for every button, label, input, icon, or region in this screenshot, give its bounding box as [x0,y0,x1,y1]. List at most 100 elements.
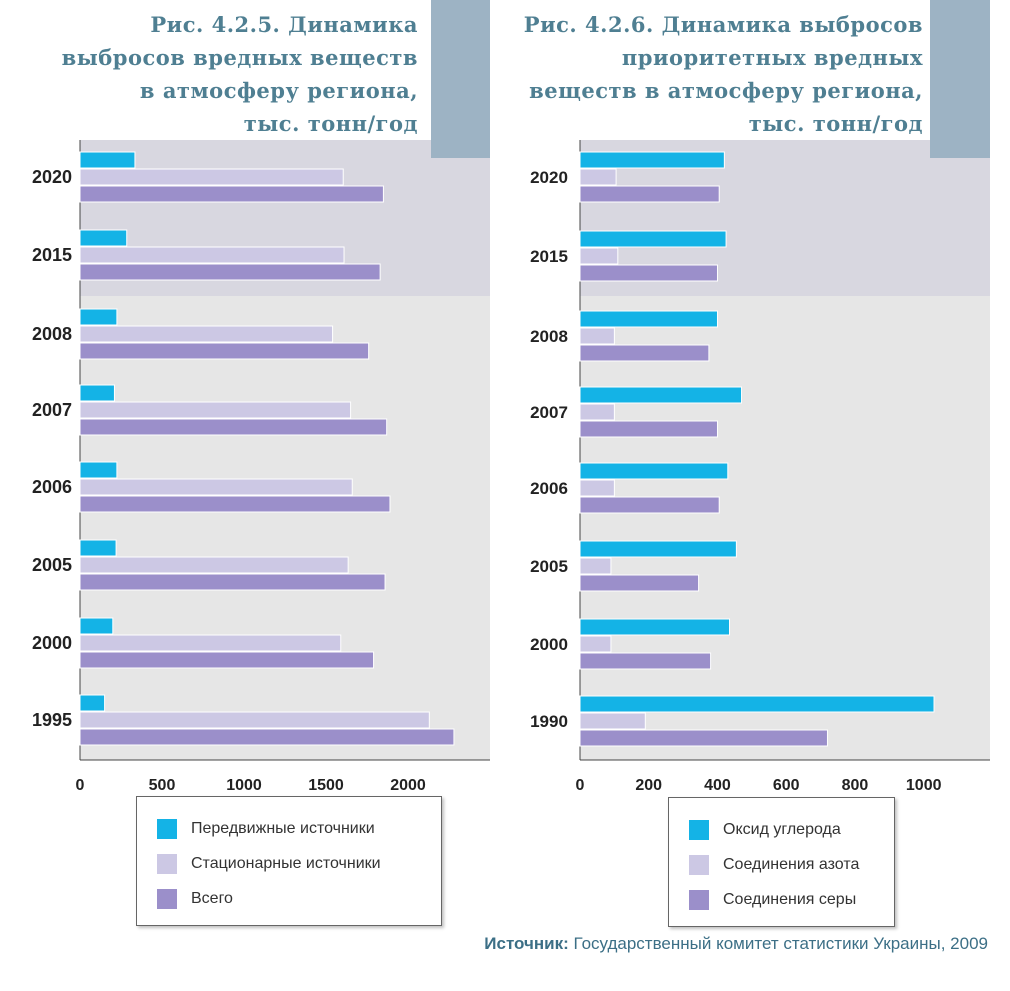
x-tick-label: 200 [635,777,662,794]
corner-accent-block [930,0,990,158]
bar-c [579,420,718,438]
bar-a [79,694,106,712]
y-category-label: 2007 [530,403,568,422]
legend-swatch-stationary [157,854,177,874]
bar-b [79,556,349,574]
bar-c [579,574,700,592]
chart-legend: Оксид углерода Соединения азота Соединен… [668,797,895,927]
legend-label: Оксид углерода [723,821,841,838]
legend-label: Передвижные источники [191,820,375,837]
bar-b [579,557,612,575]
bar-b [579,247,619,265]
chart-emissions-priority: Рис. 4.2.6. Динамика выбросов приоритетн… [505,0,1010,930]
bar-a [579,462,729,480]
x-tick-label: 800 [842,777,869,794]
bar-a [579,618,731,636]
legend-swatch-co [689,820,709,840]
legend-swatch-nitrogen [689,855,709,875]
legend-item-co: Оксид углерода [689,818,841,842]
y-category-label: 2015 [32,245,72,265]
chart-legend: Передвижные источники Стационарные источ… [136,796,442,926]
bar-a [79,617,114,635]
chart-plot-area: 0 500 1000 1500 2000 2020 2015 2008 2007 2006 2005… [32,0,490,794]
bar-b [79,246,345,264]
x-tick-label: 500 [149,777,176,794]
bar-a [79,229,128,247]
bar-c [579,729,828,747]
bar-c [579,496,720,514]
legend-label: Всего [191,890,233,907]
history-background [580,296,990,760]
y-category-label: 2007 [32,400,72,420]
bar-c [579,185,720,203]
source-label: Источник: [484,934,569,953]
y-category-label: 1995 [32,710,72,730]
bar-a [579,310,718,328]
bar-a [579,230,727,248]
chart-title: Рис. 4.2.6. Динамика выбросов приоритетн… [523,12,923,136]
bar-b [579,327,615,345]
y-category-label: 2006 [530,479,568,498]
bar-b [579,403,615,421]
legend-label: Стационарные источники [191,855,381,872]
bar-b [579,712,646,730]
bar-a [579,695,935,713]
legend-item-sulfur: Соединения серы [689,888,856,912]
bar-a [79,151,136,169]
bar-a [579,386,743,404]
bar-a [79,308,118,326]
legend-item-nitrogen: Соединения азота [689,853,859,877]
y-category-label: 2000 [530,635,568,654]
bar-b [79,325,334,343]
bar-b [79,478,353,496]
chart-title: Рис. 4.2.5. Динамика выбросов вредных ве… [61,12,418,136]
bar-c [79,263,381,281]
source-text: Государственный комитет статистики Украи… [568,934,989,953]
bar-a [579,540,737,558]
chart-emissions-total: Рис. 4.2.5. Динамика выбросов вредных ве… [0,0,500,930]
bar-c [79,728,455,746]
legend-label: Соединения азота [723,856,860,873]
y-category-label: 2006 [32,477,72,497]
y-category-label: 2005 [530,557,568,576]
y-category-label: 2000 [32,633,72,653]
x-tick-label: 0 [76,777,85,794]
bar-c [79,573,386,591]
x-tick-label: 0 [576,777,585,794]
bar-b [79,711,430,729]
y-category-label: 2008 [32,324,72,344]
bar-c [79,651,375,669]
legend-item-stationary: Стационарные источники [157,852,381,876]
bar-c [79,495,391,513]
bar-c [579,652,712,670]
bar-b [579,479,615,497]
legend-swatch-mobile [157,819,177,839]
bar-c [79,418,388,436]
x-tick-label: 1500 [308,777,344,794]
y-category-label: 2015 [530,247,568,266]
bar-b [79,634,342,652]
x-tick-label: 600 [773,777,800,794]
legend-item-mobile: Передвижные источники [157,817,375,841]
legend-item-total: Всего [157,887,233,911]
bar-a [79,461,118,479]
x-tick-label: 1000 [226,777,262,794]
bar-b [579,168,617,186]
y-category-label: 2005 [32,555,72,575]
bar-a [579,151,725,169]
bar-c [79,342,370,360]
bar-a [79,539,117,557]
bar-c [579,344,710,362]
y-category-label: 2008 [530,327,568,346]
bar-c [579,264,718,282]
y-category-label: 1990 [530,712,568,731]
legend-swatch-sulfur [689,890,709,910]
chart-plot-area: 0 200 400 600 800 1000 2020 2015 2008 2007 2006 200… [530,0,990,794]
y-category-label: 2020 [32,167,72,187]
bar-a [79,384,115,402]
x-tick-label: 400 [704,777,731,794]
history-background [80,296,490,760]
x-tick-label: 2000 [390,777,426,794]
bar-b [79,401,352,419]
source-note: Источник: Государственный комитет статис… [484,934,988,954]
